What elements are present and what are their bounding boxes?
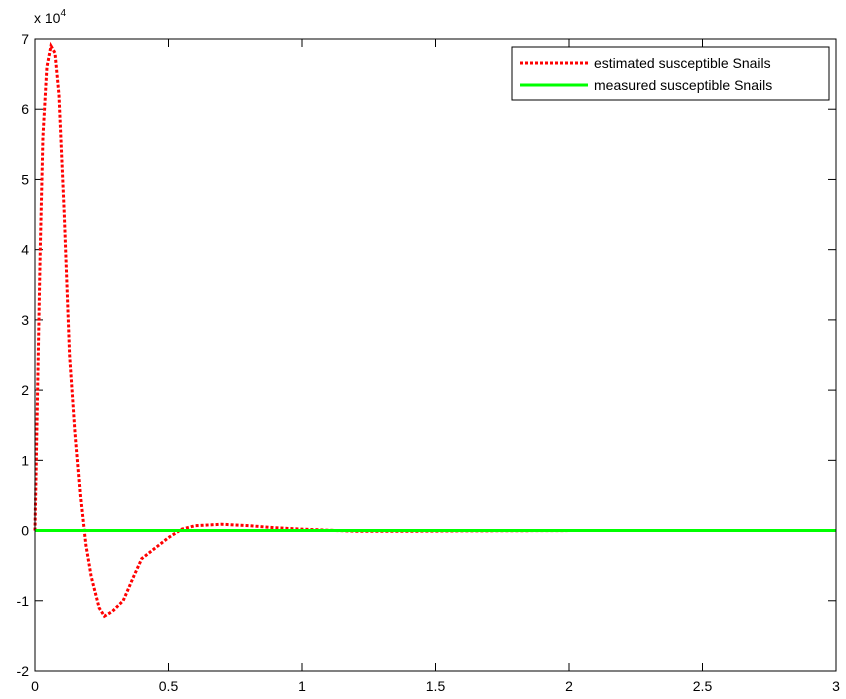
x-tick-label: 3: [832, 678, 840, 694]
y-multiplier-base: x 10: [34, 10, 61, 26]
plot-area: [35, 39, 836, 671]
legend-label: estimated susceptible Snails: [594, 55, 771, 71]
y-tick-label: 1: [21, 452, 29, 468]
y-tick-label: 3: [21, 312, 29, 328]
series-line: [33, 41, 836, 619]
y-multiplier: x 104: [34, 8, 66, 26]
x-tick-label: 0: [31, 678, 39, 694]
y-tick-label: -2: [17, 663, 30, 679]
y-tick-label: 6: [21, 101, 29, 117]
y-multiplier-exponent: 4: [60, 8, 66, 19]
x-tick-label: 1.5: [426, 678, 446, 694]
axes-box: [34, 38, 837, 672]
legend-box: [511, 46, 830, 101]
x-tick-label: 1: [298, 678, 306, 694]
y-tick-label: 2: [21, 382, 29, 398]
y-tick-label: 5: [21, 171, 29, 187]
legend-label: measured susceptible Snails: [594, 77, 772, 93]
x-tick-label: 0.5: [159, 678, 179, 694]
x-tick-label: 2: [565, 678, 573, 694]
y-tick-label: 7: [21, 31, 29, 47]
y-tick-label: -1: [17, 593, 30, 609]
x-tick-label: 2.5: [693, 678, 713, 694]
y-tick-label: 4: [21, 242, 29, 258]
y-tick-label: 0: [21, 523, 29, 539]
